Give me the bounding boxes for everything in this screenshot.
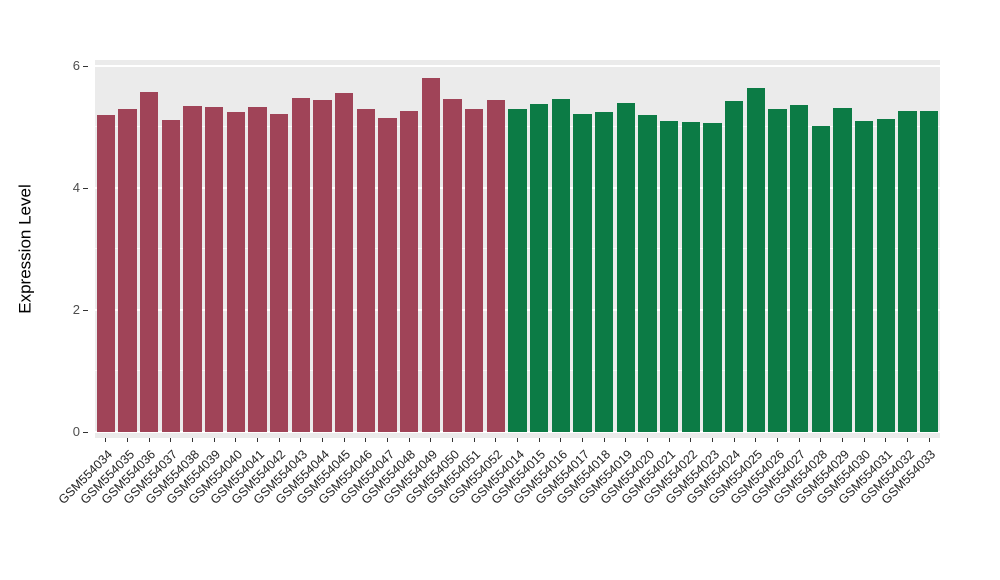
- bar: [876, 119, 896, 432]
- y-axis: 0 2 4 6: [0, 58, 88, 439]
- bar: [118, 108, 137, 432]
- bar: [399, 110, 419, 432]
- x-tick-mark: [733, 438, 735, 442]
- bar: [811, 126, 831, 432]
- bar: [139, 91, 159, 432]
- y-tick-mark: [83, 187, 88, 189]
- x-tick-mark: [257, 438, 258, 442]
- x-tick-mark: [798, 438, 800, 442]
- x-tick-mark: [365, 438, 367, 442]
- bar: [204, 107, 224, 432]
- y-tick-mark: [83, 65, 88, 67]
- bar: [183, 105, 202, 432]
- bar: [616, 102, 636, 432]
- x-tick-mark: [170, 438, 172, 442]
- x-tick-mark: [907, 438, 908, 442]
- bar: [291, 98, 311, 432]
- bar: [919, 111, 939, 432]
- x-tick-mark: [300, 438, 302, 442]
- bar: [854, 120, 874, 432]
- x-tick-mark: [473, 438, 475, 442]
- bar: [378, 117, 397, 432]
- bar: [421, 78, 441, 432]
- x-tick-mark: [928, 438, 930, 442]
- bar: [789, 105, 809, 432]
- bar: [334, 93, 354, 432]
- x-tick-mark: [820, 438, 822, 442]
- bar: [551, 98, 571, 432]
- x-tick-mark: [235, 438, 237, 442]
- x-axis: GSM554034 GSM554035 GSM554036 GSM554037 GSM5…: [56, 438, 940, 580]
- x-tick-mark: [517, 438, 518, 442]
- x-tick-mark: [885, 438, 887, 442]
- x-tick-mark: [755, 438, 757, 442]
- bar: [226, 111, 246, 432]
- bar: [508, 108, 527, 432]
- bar: [356, 108, 376, 432]
- x-tick-mark: [408, 438, 410, 442]
- x-tick-mark: [192, 438, 193, 442]
- bar: [573, 113, 592, 432]
- x-tick-mark: [863, 438, 865, 442]
- gridline-major: [95, 65, 940, 67]
- x-tick-mark: [842, 438, 843, 442]
- x-tick-mark: [582, 438, 583, 442]
- x-tick-mark: [625, 438, 627, 442]
- bar: [768, 108, 787, 432]
- bar: [681, 121, 701, 432]
- x-tick-mark: [430, 438, 432, 442]
- y-tick-mark: [83, 309, 88, 311]
- bar: [703, 123, 722, 432]
- y-tick-label: 4: [72, 180, 80, 195]
- bar: [464, 108, 484, 432]
- bar: [248, 106, 267, 432]
- y-tick-label: 6: [72, 58, 80, 73]
- x-tick-mark: [322, 438, 323, 442]
- y-tick-label: 2: [72, 302, 80, 317]
- x-tick-mark: [278, 438, 280, 442]
- x-tick-mark: [560, 438, 562, 442]
- x-tick-mark: [538, 438, 540, 442]
- bar: [659, 120, 679, 432]
- x-tick-mark: [343, 438, 345, 442]
- bar: [486, 100, 506, 432]
- bar: [898, 110, 917, 432]
- bar: [161, 119, 181, 432]
- x-tick-mark: [712, 438, 713, 442]
- x-tick-mark: [668, 438, 670, 442]
- x-tick-mark: [603, 438, 605, 442]
- x-tick-mark: [127, 438, 128, 442]
- bar: [833, 108, 852, 432]
- x-tick-mark: [213, 438, 215, 442]
- bar: [724, 101, 744, 432]
- y-tick-label: 0: [72, 424, 80, 439]
- x-tick-mark: [777, 438, 778, 442]
- x-tick-mark: [452, 438, 453, 442]
- bar: [529, 104, 549, 432]
- x-tick-mark: [148, 438, 150, 442]
- y-tick-mark: [83, 431, 88, 433]
- x-tick-mark: [495, 438, 497, 442]
- bar: [638, 114, 657, 432]
- x-tick-mark: [690, 438, 692, 442]
- bar: [313, 99, 332, 432]
- bar: [96, 114, 116, 432]
- bar: [269, 113, 289, 432]
- x-tick-mark: [105, 438, 107, 442]
- bar: [746, 87, 766, 432]
- gridline-major: [95, 431, 940, 433]
- x-tick-mark: [647, 438, 648, 442]
- bar: [443, 98, 462, 432]
- plot-panel: [95, 60, 940, 438]
- x-tick-mark: [387, 438, 388, 442]
- bar: [594, 112, 614, 432]
